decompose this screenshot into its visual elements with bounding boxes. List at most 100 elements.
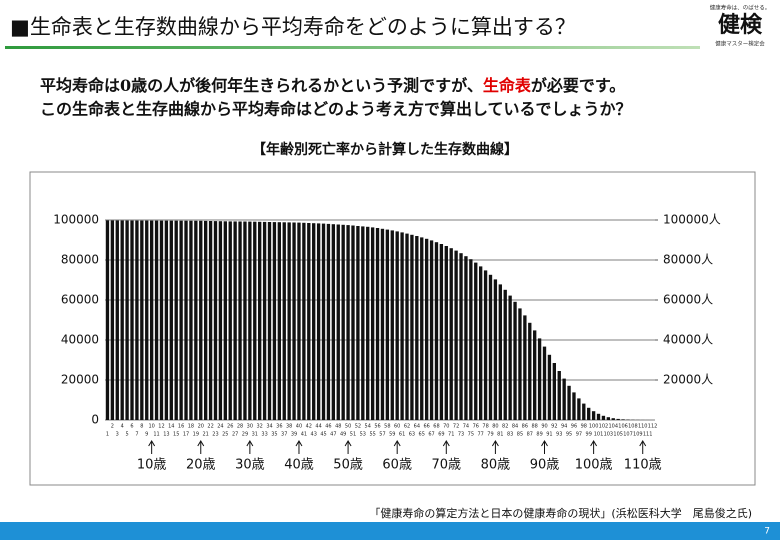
x-tick-label: 29	[242, 432, 248, 438]
x-tick-label: 68	[433, 424, 439, 430]
x-tick-label: 10	[148, 424, 154, 430]
x-tick-label: 5	[126, 432, 129, 438]
bar	[302, 222, 306, 420]
x-tick-label: 61	[399, 432, 405, 438]
bar	[267, 222, 272, 420]
bar	[395, 231, 399, 420]
x-tick-label: 64	[414, 424, 420, 430]
bar	[321, 223, 326, 420]
age-label: 100歳	[575, 458, 613, 473]
x-tick-label: 32	[257, 424, 263, 430]
x-tick-label: 37	[281, 432, 287, 438]
bar	[405, 233, 409, 420]
text: 平均寿命は0歳の人が後何年生きられるかという予測ですが、	[40, 76, 483, 95]
arrow-head	[541, 440, 548, 447]
x-tick-label: 51	[350, 432, 356, 438]
x-tick-label: 82	[502, 424, 508, 430]
x-tick-label: 71	[448, 432, 454, 438]
x-tick-label: 21	[202, 432, 208, 438]
bar	[567, 385, 571, 420]
bar	[474, 262, 478, 420]
highlight: 生命表	[483, 76, 532, 95]
x-tick-label: 22	[207, 424, 213, 430]
bar	[336, 224, 340, 420]
bar	[287, 222, 291, 420]
text: が必要です。	[531, 76, 625, 95]
y2-tick-label: 40000人	[663, 333, 713, 347]
x-tick-label: 46	[325, 424, 331, 430]
x-tick-label: 45	[320, 432, 326, 438]
bar	[243, 221, 247, 420]
x-tick-label: 74	[463, 424, 469, 430]
bar	[523, 315, 527, 420]
x-tick-label: 109	[633, 432, 643, 438]
x-tick-label: 106	[618, 424, 628, 430]
x-tick-label: 107	[623, 432, 633, 438]
x-tick-label: 103	[604, 432, 614, 438]
x-tick-label: 83	[507, 432, 513, 438]
bar	[459, 253, 463, 420]
x-tick-label: 65	[419, 432, 425, 438]
x-tick-label: 60	[394, 424, 400, 430]
bar	[361, 226, 365, 420]
x-tick-label: 26	[227, 424, 233, 430]
x-tick-label: 100	[589, 424, 599, 430]
x-tick-label: 81	[497, 432, 503, 438]
x-tick-label: 104	[608, 424, 618, 430]
x-tick-label: 73	[458, 432, 464, 438]
x-tick-label: 42	[306, 424, 312, 430]
logo-name: 健検	[718, 12, 763, 38]
bar	[248, 221, 252, 420]
bar	[449, 248, 453, 420]
chart-frame	[29, 171, 756, 486]
bar	[498, 284, 502, 420]
x-tick-label: 108	[628, 424, 638, 430]
x-tick-label: 1	[106, 432, 109, 438]
x-tick-label: 48	[335, 424, 341, 430]
x-tick-label: 50	[345, 424, 351, 430]
bar	[420, 237, 424, 420]
bar	[262, 221, 267, 420]
x-tick-label: 92	[551, 424, 557, 430]
x-tick-label: 96	[571, 424, 577, 430]
bar	[154, 220, 159, 420]
bar	[587, 407, 591, 420]
bar	[552, 363, 556, 420]
bar	[596, 413, 601, 420]
x-tick-label: 41	[301, 432, 307, 438]
x-tick-label: 54	[365, 424, 371, 430]
bar	[537, 338, 542, 420]
age-label: 70歳	[432, 458, 462, 473]
bar	[616, 418, 620, 420]
x-tick-label: 112	[648, 424, 658, 430]
age-label: 110歳	[624, 458, 662, 473]
x-tick-label: 16	[178, 424, 184, 430]
bar	[272, 222, 277, 420]
x-tick-label: 66	[423, 424, 429, 430]
bar	[434, 242, 439, 420]
plot: 0 20000 40000 60000 80000 100000 20000人 40000人 6…	[53, 213, 721, 473]
logo-org: 健康マスター検定会	[715, 40, 765, 48]
x-tick-label: 3	[116, 432, 119, 438]
arrow-head	[639, 440, 647, 447]
y-tick-label: 60000	[61, 293, 99, 307]
arrow-head	[590, 440, 598, 447]
x-tick-label: 105	[613, 432, 623, 438]
bar	[528, 322, 532, 420]
bar	[179, 220, 183, 420]
bar	[444, 246, 448, 420]
x-tick-label: 76	[473, 424, 479, 430]
x-tick-label: 8	[140, 424, 143, 430]
arrow-head	[491, 440, 499, 447]
arrow-head	[197, 440, 205, 447]
x-tick-label: 85	[517, 432, 523, 438]
arrow-head	[295, 440, 303, 447]
title-underline	[5, 46, 700, 49]
bar	[601, 415, 606, 420]
bar	[199, 220, 203, 420]
y-tick-label: 0	[91, 413, 99, 427]
bar	[316, 223, 321, 420]
x-tick-label: 78	[482, 424, 488, 430]
x-tick-label: 88	[532, 424, 538, 430]
